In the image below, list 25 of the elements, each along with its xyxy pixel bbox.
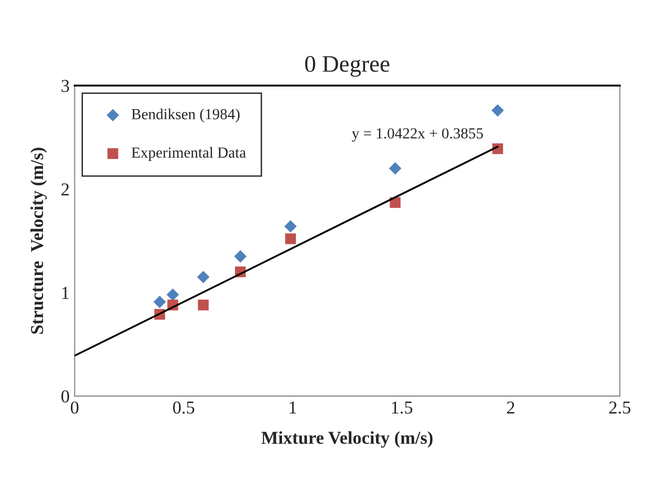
point [153, 296, 166, 308]
x-tick-label: 1 [290, 402, 296, 414]
annotation: y = 1.0422x + 0.3855 [352, 128, 483, 142]
x-tick-label: 0 [70, 401, 78, 414]
legend-label: Experimental Data [132, 146, 246, 161]
legend-label: Bendiksen (1984) [132, 108, 240, 122]
x-tick-label: 2.5 [609, 402, 630, 414]
point [234, 250, 247, 263]
point [198, 300, 209, 310]
y-tick-label: 1 [62, 286, 69, 299]
x-tick-label: 1.5 [392, 402, 412, 414]
x-axis-title: Mixture Velocity (m/s) [261, 431, 433, 448]
x-tick-label: 0.5 [173, 401, 194, 414]
point [197, 270, 210, 284]
point [285, 233, 296, 244]
point [166, 288, 179, 301]
chart-title: 0 Degree [305, 56, 390, 77]
point [284, 220, 297, 233]
x-tick-label: 2 [507, 402, 514, 414]
y-tick-label: 0 [61, 390, 70, 403]
y-tick-label: 2 [62, 183, 69, 196]
point [388, 162, 402, 175]
y-tick-label: 3 [62, 80, 70, 92]
point [491, 104, 504, 117]
y-axis-title: Structure Velocity (m/s) [30, 148, 47, 334]
